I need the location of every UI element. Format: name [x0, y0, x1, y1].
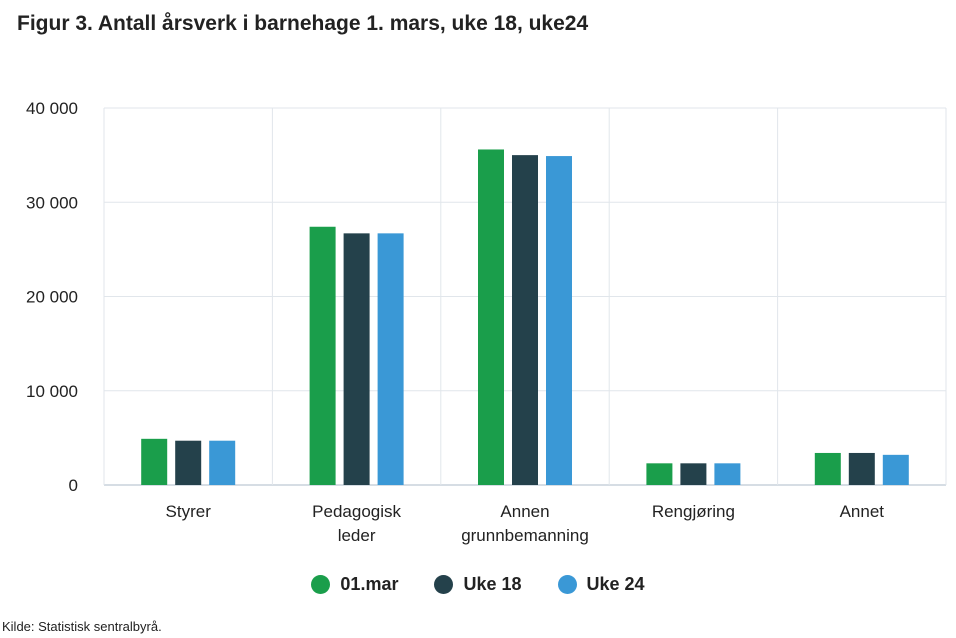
y-tick-label: 0	[69, 476, 78, 495]
bar-uke-18	[343, 233, 370, 485]
x-tick-label: Annet	[840, 502, 885, 521]
bar-01-mar	[309, 226, 336, 485]
bar-uke-24	[546, 156, 572, 485]
bar-01-mar	[141, 438, 168, 485]
bar-01-mar	[646, 463, 673, 485]
chart-title: Figur 3. Antall årsverk i barnehage 1. m…	[17, 12, 589, 35]
x-tick-label: Annen grunnbemanning	[461, 502, 589, 545]
legend-item[interactable]: 01.mar	[311, 574, 398, 595]
bar-uke-18	[680, 463, 707, 485]
legend-label: Uke 18	[463, 574, 522, 594]
bar-uke-24	[377, 233, 404, 485]
y-tick-label: 30 000	[26, 193, 78, 212]
legend-label: Uke 24	[586, 574, 645, 594]
legend: 01.mar Uke 18 Uke 24	[0, 574, 956, 595]
bar-uke-18	[175, 440, 202, 485]
bar-chart: 0 10 000 20 000 30 000 40 000 Styrer Pedagogi…	[26, 99, 947, 545]
x-tick-label: Styrer	[166, 502, 212, 521]
bar-uke-18	[848, 452, 875, 485]
legend-label: 01.mar	[340, 574, 399, 594]
x-tick-label: Rengjøring	[652, 502, 735, 521]
source-note: Kilde: Statistisk sentralbyrå.	[2, 619, 162, 634]
bar-01-mar	[814, 452, 841, 485]
x-tick-labels: Styrer Pedagogisk leder Annen grunnbemanning…	[166, 502, 885, 545]
legend-item[interactable]: Uke 24	[557, 574, 645, 595]
x-tick-label: Pedagogisk leder	[312, 502, 401, 545]
y-tick-label: 10 000	[26, 382, 78, 401]
y-tick-label: 20 000	[26, 288, 78, 307]
legend-marker	[557, 575, 577, 594]
bar-uke-18	[512, 155, 538, 485]
bar-01-mar	[478, 149, 504, 485]
y-tick-label: 40 000	[26, 99, 78, 118]
legend-marker	[434, 575, 454, 594]
legend-marker	[311, 575, 331, 594]
bar-uke-24	[209, 440, 236, 485]
legend-item[interactable]: Uke 18	[434, 574, 522, 595]
y-tick-labels: 0 10 000 20 000 30 000 40 000	[26, 99, 78, 495]
bar-uke-24	[882, 454, 909, 485]
bar-uke-24	[714, 463, 741, 485]
bars	[141, 149, 909, 485]
